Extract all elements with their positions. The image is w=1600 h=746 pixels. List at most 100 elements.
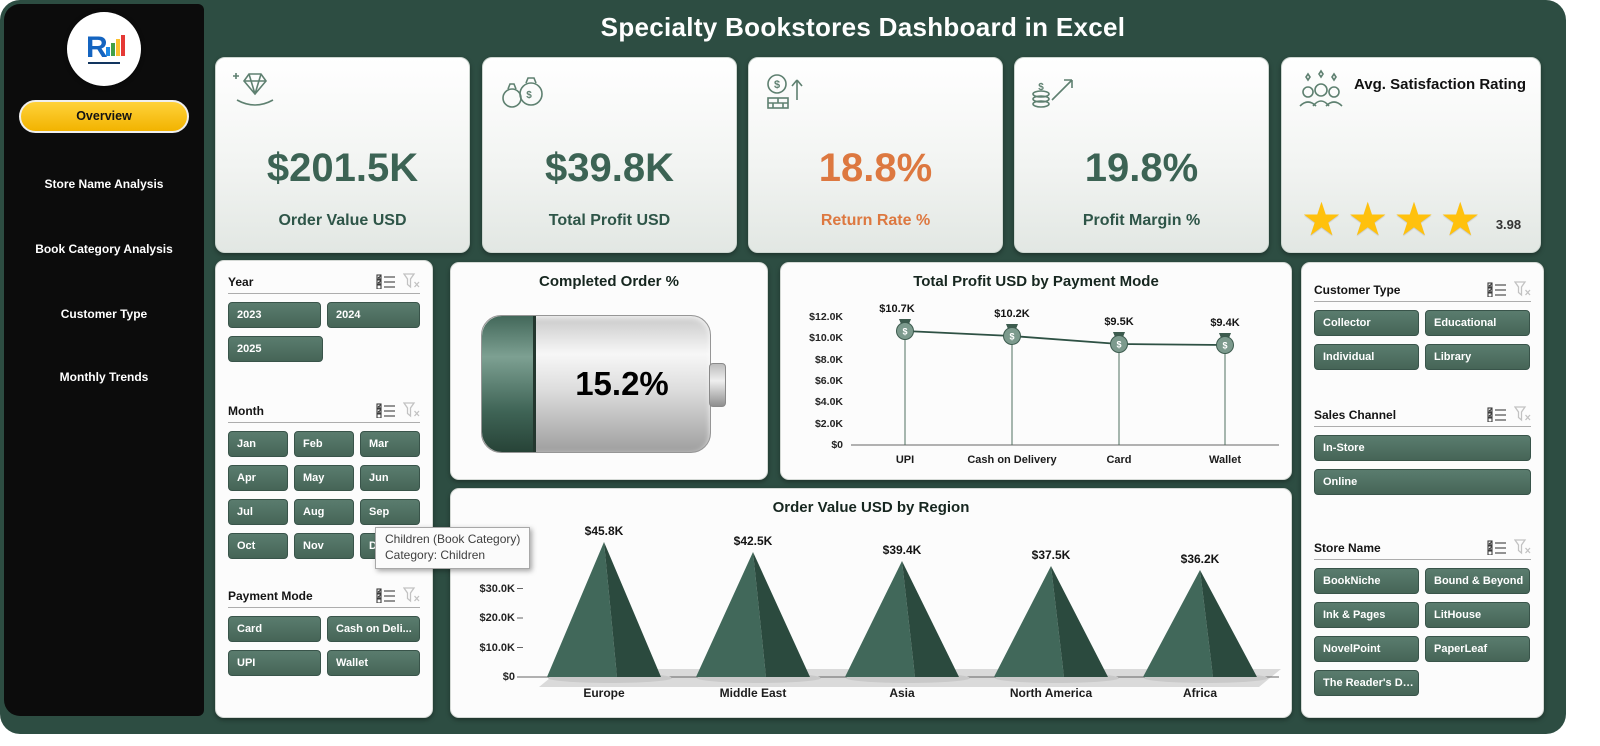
profit-by-payment-chart: $0 $2.0K $4.0K $6.0K $8.0K $10.0K $12.0K [809,303,1279,466]
slicer-header-year: Year [228,273,420,294]
sidebar-item-customer-type[interactable]: Customer Type [60,307,148,321]
customer-rating-icon [1294,68,1348,114]
clear-filter-icon[interactable] [403,402,420,418]
slicer-header-payment-mode: Payment Mode [228,587,420,608]
y-tick: $8.0K [815,354,843,366]
kpi-card-order-value: $201.5K Order Value USD [215,57,470,253]
tooltip-line-1: Children (Book Category) [385,532,521,546]
multiselect-icon[interactable] [1487,539,1507,555]
y-tick: $30.0K [480,583,516,595]
sidebar: R Overview Store Name Analysis Book Cate… [4,4,204,716]
month-option-nov[interactable]: Nov [294,533,354,559]
store-option-ink-and-pages[interactable]: Ink & Pages [1314,602,1419,628]
customer-type-option-library[interactable]: Library [1425,344,1530,370]
store-option-paperleaf[interactable]: PaperLeaf [1425,636,1530,662]
kpi-value-total-profit: $39.8K [545,146,674,190]
year-option-2023[interactable]: 2023 [228,302,321,328]
dashboard-background: Specialty Bookstores Dashboard in Excel … [0,0,1566,734]
order-by-region-title: Order Value USD by Region [772,499,970,516]
month-option-oct[interactable]: Oct [228,533,288,559]
dollar-glyph: $ [1116,340,1121,350]
month-option-jul[interactable]: Jul [228,499,288,525]
multiselect-icon[interactable] [376,273,396,289]
clear-filter-icon[interactable] [1514,281,1531,297]
sidebar-item-book-category-analysis[interactable]: Book Category Analysis [35,242,173,256]
store-option-lithouse[interactable]: LitHouse [1425,602,1530,628]
money-return-icon: $ [761,68,815,114]
slicer-header-month: Month [228,402,420,423]
x-category: Wallet [1209,454,1241,466]
kpi-label-profit-margin: Profit Margin % [1082,212,1201,229]
slicer-title-year: Year [228,275,254,289]
kpi-value-order-value: $201.5K [266,146,419,190]
customer-type-option-collector[interactable]: Collector [1314,310,1419,336]
dollar-glyph: $ [526,90,532,101]
filter-panel-right: Customer Type Collector Educational Indi… [1301,262,1544,718]
multiselect-icon[interactable] [1487,406,1507,422]
data-label: $9.5K [1104,316,1133,328]
clear-filter-icon[interactable] [403,587,420,603]
kpi-label-total-profit: Total Profit USD [548,212,671,229]
kpi-label-order-value: Order Value USD [278,212,407,229]
data-label: $10.2K [994,308,1030,320]
stars: ★★★★ [1300,193,1486,245]
payment-option-card[interactable]: Card [228,616,321,642]
payment-option-cash-on-delivery[interactable]: Cash on Deli... [327,616,420,642]
x-category: Africa [1183,686,1217,700]
satisfaction-score: 3.98 [1495,216,1522,232]
profit-growth-icon: $ [1027,68,1081,114]
data-label: $42.5K [734,534,773,548]
store-option-the-readers-den[interactable]: The Reader's Den [1314,670,1419,696]
x-category: UPI [896,454,914,466]
kpi-value-return-rate: 18.8% [818,146,933,190]
battery-gauge: 15.2% [481,315,726,453]
payment-option-upi[interactable]: UPI [228,650,321,676]
multiselect-icon[interactable] [376,402,396,418]
month-option-jan[interactable]: Jan [228,431,288,457]
slicer-title-payment-mode: Payment Mode [228,589,313,603]
sales-channel-option-in-store[interactable]: In-Store [1314,435,1531,461]
month-option-apr[interactable]: Apr [228,465,288,491]
completed-order-title: Completed Order % [538,273,680,290]
payment-option-wallet[interactable]: Wallet [327,650,420,676]
money-bag-marker: $ $ $ $ [896,319,1234,354]
slicer-title-customer-type: Customer Type [1314,283,1401,297]
x-category: Middle East [720,686,787,700]
multiselect-icon[interactable] [376,587,396,603]
sidebar-item-overview[interactable]: Overview [19,100,189,133]
month-option-jun[interactable]: Jun [360,465,420,491]
slicer-title-month: Month [228,404,264,418]
month-option-sep[interactable]: Sep [360,499,420,525]
clear-filter-icon[interactable] [1514,406,1531,422]
year-option-2024[interactable]: 2024 [327,302,420,328]
store-option-novelpoint[interactable]: NovelPoint [1314,636,1419,662]
month-option-mar[interactable]: Mar [360,431,420,457]
dollar-glyph: $ [774,79,780,91]
clear-filter-icon[interactable] [1514,539,1531,555]
sales-channel-option-online[interactable]: Online [1314,469,1531,495]
customer-type-option-educational[interactable]: Educational [1425,310,1530,336]
month-option-aug[interactable]: Aug [294,499,354,525]
year-option-2025[interactable]: 2025 [228,336,323,362]
store-option-bound-and-beyond[interactable]: Bound & Beyond [1425,568,1530,594]
money-bags-icon: $ [495,68,549,114]
sidebar-item-store-name-analysis[interactable]: Store Name Analysis [44,177,164,191]
pyramid-middle-east [696,552,821,683]
customer-type-option-individual[interactable]: Individual [1314,344,1419,370]
completed-order-card: Completed Order % 15.2% [450,262,768,480]
slicer-header-store-name: Store Name [1314,539,1531,560]
kpi-value-profit-margin: 19.8% [1084,146,1199,190]
slicer-title-sales-channel: Sales Channel [1314,408,1397,422]
month-option-feb[interactable]: Feb [294,431,354,457]
clear-filter-icon[interactable] [403,273,420,289]
store-option-bookniche[interactable]: BookNiche [1314,568,1419,594]
month-option-may[interactable]: May [294,465,354,491]
y-tick: $6.0K [815,375,843,387]
battery-terminal [709,363,726,407]
multiselect-icon[interactable] [1487,281,1507,297]
sidebar-item-monthly-trends[interactable]: Monthly Trends [59,370,149,384]
gem-in-hands-icon [228,68,282,114]
x-category: North America [1010,686,1093,700]
y-tick: $0 [503,671,515,683]
pyramid-north-america [994,566,1119,683]
